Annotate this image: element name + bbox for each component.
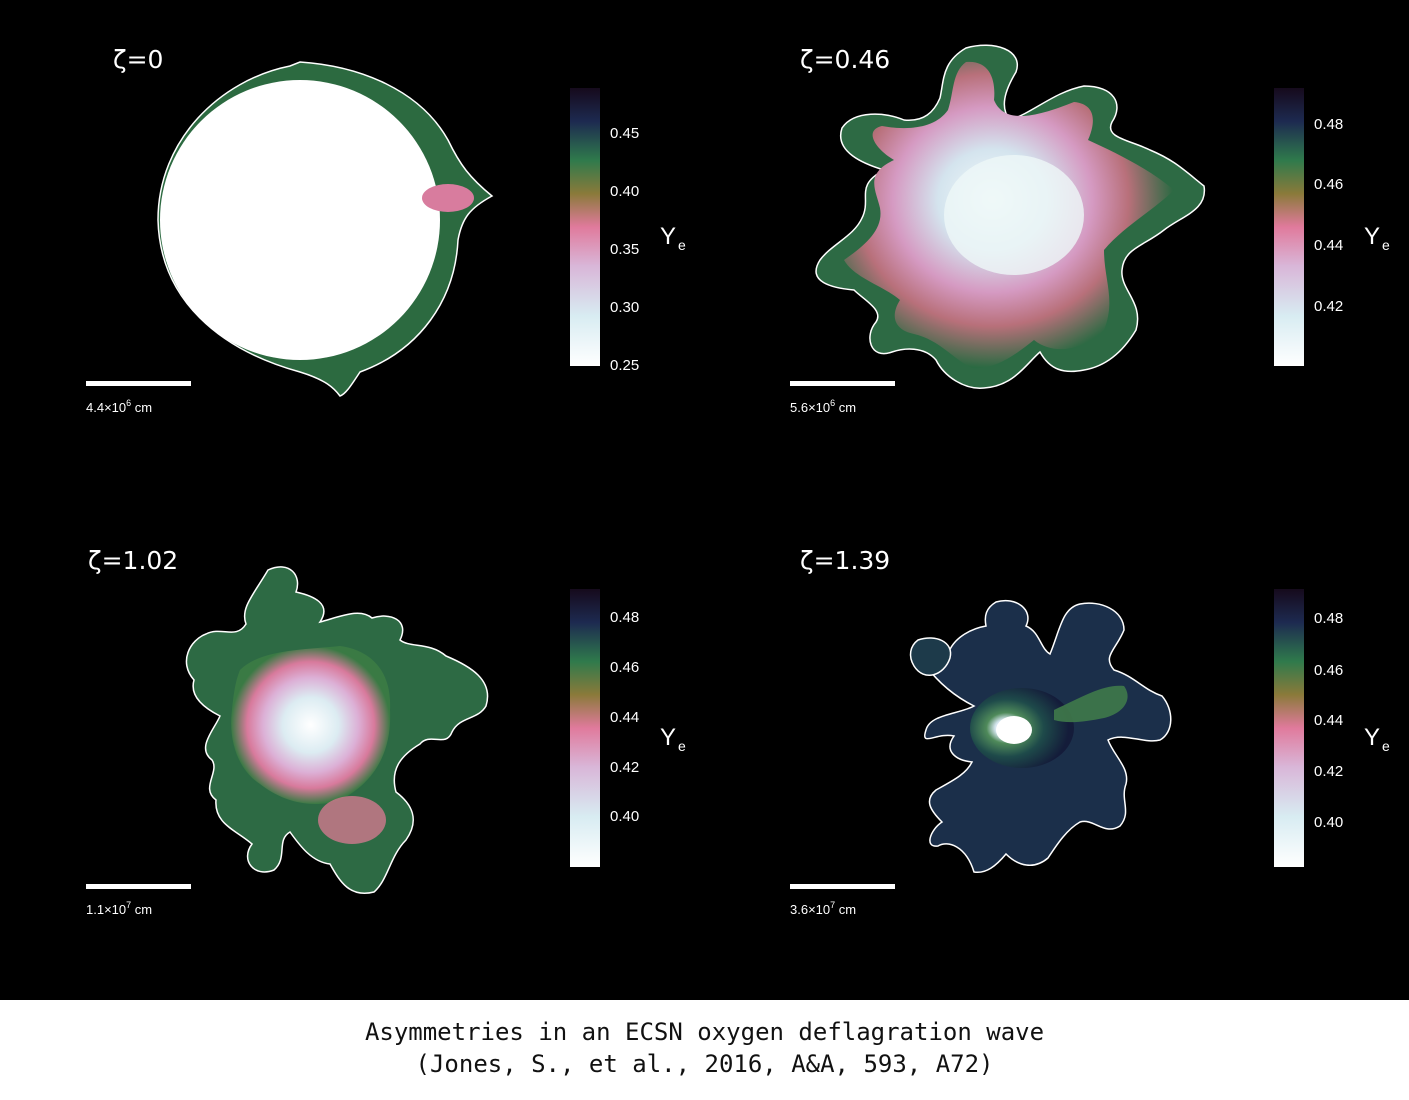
scale-label: 1.1×107 cm <box>86 900 153 917</box>
colorbar-tick: 0.46 <box>1314 176 1344 193</box>
colorbar-tick: 0.44 <box>1314 237 1344 254</box>
scale-label: 3.6×107 cm <box>790 900 857 917</box>
colorbar-tick: 0.42 <box>1314 298 1344 315</box>
colorbar-tick: 0.42 <box>610 759 640 776</box>
scale-label: 4.4×106 cm <box>86 398 153 415</box>
zeta-label: ζ=0 <box>113 45 164 74</box>
colorbar-tick: 0.30 <box>610 299 640 316</box>
colorbar-tick: 0.46 <box>1314 662 1344 679</box>
zeta-label: ζ=0.46 <box>800 45 891 74</box>
scale-label: 5.6×106 cm <box>790 398 857 415</box>
colorbar <box>1274 88 1304 366</box>
caption: Asymmetries in an ECSN oxygen deflagrati… <box>0 1000 1409 1100</box>
colorbar-tick: 0.48 <box>1314 610 1344 627</box>
zeta-label: ζ=1.39 <box>800 546 891 575</box>
colorbar-tick: 0.40 <box>610 808 640 825</box>
scale-bar <box>86 884 191 889</box>
caption-line-2: (Jones, S., et al., 2016, A&A, 593, A72) <box>415 1050 994 1078</box>
zeta-label: ζ=1.02 <box>88 546 179 575</box>
scale-bar <box>790 884 895 889</box>
caption-line-1: Asymmetries in an ECSN oxygen deflagrati… <box>364 1018 1045 1046</box>
ye-map-image <box>157 61 494 397</box>
scale-bar <box>86 381 191 386</box>
colorbar <box>570 88 600 366</box>
ye-map-image <box>185 566 489 894</box>
colorbar-tick: 0.42 <box>1314 763 1344 780</box>
colorbar-tick: 0.46 <box>610 659 640 676</box>
colorbar-tick: 0.35 <box>610 241 640 258</box>
colorbar <box>570 589 600 867</box>
colorbar-tick: 0.48 <box>610 609 640 626</box>
colorbar-tick: 0.40 <box>1314 814 1344 831</box>
colorbar-tick: 0.44 <box>610 709 640 726</box>
colorbar <box>1274 589 1304 867</box>
colorbar-tick: 0.25 <box>610 357 640 374</box>
colorbar-tick: 0.44 <box>1314 712 1344 729</box>
colorbar-tick: 0.45 <box>610 125 640 142</box>
ye-map-image <box>909 599 1172 874</box>
colorbar-tick: 0.40 <box>610 183 640 200</box>
colorbar-tick: 0.48 <box>1314 116 1344 133</box>
scale-bar <box>790 381 895 386</box>
ye-map-image <box>815 44 1206 389</box>
